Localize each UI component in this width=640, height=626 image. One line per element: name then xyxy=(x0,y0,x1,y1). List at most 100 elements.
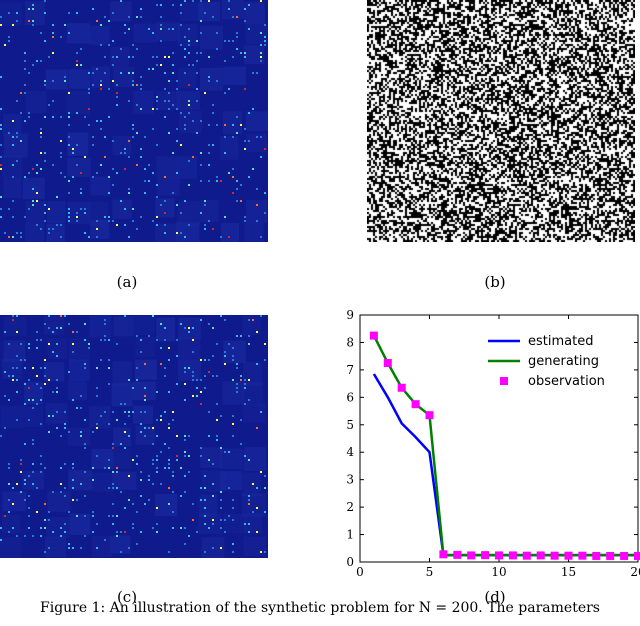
heat-cell xyxy=(156,4,158,6)
heat-cell xyxy=(120,72,122,74)
heat-block xyxy=(242,403,266,423)
heat-block xyxy=(135,359,158,380)
heat-cell xyxy=(260,56,262,58)
heat-cell xyxy=(104,216,106,218)
heat-cell xyxy=(76,64,78,66)
heat-cell xyxy=(176,204,178,206)
marker-observation xyxy=(425,411,434,420)
heat-cell xyxy=(156,224,158,226)
heat-cell xyxy=(56,327,58,329)
heat-cell xyxy=(96,172,98,174)
heat-cell xyxy=(32,367,34,369)
heat-block xyxy=(0,405,24,429)
heat-cell xyxy=(80,64,82,66)
heat-cell xyxy=(32,20,34,22)
heat-cell xyxy=(116,96,118,98)
heat-cell xyxy=(184,399,186,401)
heat-cell xyxy=(244,523,246,525)
heat-cell xyxy=(116,531,118,533)
heat-cell xyxy=(196,60,198,62)
heat-cell xyxy=(224,351,226,353)
heat-cell xyxy=(244,20,246,22)
x-tick-label: 0 xyxy=(356,565,364,579)
heat-block xyxy=(177,67,197,89)
heat-cell xyxy=(224,531,226,533)
heat-cell xyxy=(164,100,166,102)
heat-cell xyxy=(0,128,2,130)
heat-cell xyxy=(92,84,94,86)
heat-cell xyxy=(68,116,70,118)
heat-cell xyxy=(8,467,10,469)
heat-cell xyxy=(208,359,210,361)
heat-cell xyxy=(228,236,230,238)
heat-cell xyxy=(164,327,166,329)
heat-cell xyxy=(244,383,246,385)
heat-cell xyxy=(36,224,38,226)
heat-cell xyxy=(100,80,102,82)
heat-cell xyxy=(40,60,42,62)
heat-cell xyxy=(40,152,42,154)
heat-cell xyxy=(140,531,142,533)
heat-cell xyxy=(96,387,98,389)
heat-cell xyxy=(24,68,26,70)
heat-cell xyxy=(224,124,226,126)
heat-cell xyxy=(44,467,46,469)
heat-cell xyxy=(136,335,138,337)
heat-cell xyxy=(188,224,190,226)
heat-cell xyxy=(228,343,230,345)
heat-cell xyxy=(124,423,126,425)
heat-cell xyxy=(172,28,174,30)
heat-cell xyxy=(8,36,10,38)
heat-cell xyxy=(200,447,202,449)
heat-cell xyxy=(76,212,78,214)
heat-cell xyxy=(228,0,230,2)
marker-observation xyxy=(397,383,406,392)
heat-cell xyxy=(156,523,158,525)
marker-observation xyxy=(467,551,476,560)
heat-cell xyxy=(236,48,238,50)
heat-cell xyxy=(60,435,62,437)
heat-cell xyxy=(192,156,194,158)
heat-block xyxy=(133,23,158,43)
heat-cell xyxy=(56,224,58,226)
heat-cell xyxy=(172,527,174,529)
heat-cell xyxy=(204,507,206,509)
heat-cell xyxy=(152,56,154,58)
heat-cell xyxy=(168,80,170,82)
heat-cell xyxy=(116,535,118,537)
heat-block xyxy=(177,337,201,361)
heat-cell xyxy=(120,531,122,533)
heat-cell xyxy=(24,499,26,501)
heat-cell xyxy=(56,343,58,345)
heat-cell xyxy=(80,172,82,174)
heat-cell xyxy=(136,16,138,18)
heat-cell xyxy=(256,363,258,365)
heat-cell xyxy=(260,52,262,54)
heat-cell xyxy=(148,164,150,166)
heat-cell xyxy=(40,128,42,130)
heat-cell xyxy=(164,443,166,445)
heat-cell xyxy=(100,128,102,130)
heat-cell xyxy=(236,32,238,34)
heat-cell xyxy=(60,236,62,238)
heat-cell xyxy=(112,411,114,413)
heat-cell xyxy=(124,32,126,34)
heat-cell xyxy=(20,236,22,238)
heat-cell xyxy=(216,48,218,50)
heat-cell xyxy=(24,535,26,537)
heat-cell xyxy=(16,132,18,134)
heat-cell xyxy=(188,64,190,66)
heat-block xyxy=(221,222,240,244)
heat-cell xyxy=(112,12,114,14)
heat-cell xyxy=(156,471,158,473)
heat-cell xyxy=(16,367,18,369)
heatmap-a-canvas xyxy=(0,0,269,247)
heat-cell xyxy=(44,519,46,521)
heat-cell xyxy=(64,24,66,26)
heat-cell xyxy=(260,315,262,317)
heat-cell xyxy=(40,32,42,34)
heat-cell xyxy=(12,144,14,146)
heat-cell xyxy=(80,407,82,409)
heat-cell xyxy=(60,172,62,174)
heat-cell xyxy=(200,180,202,182)
